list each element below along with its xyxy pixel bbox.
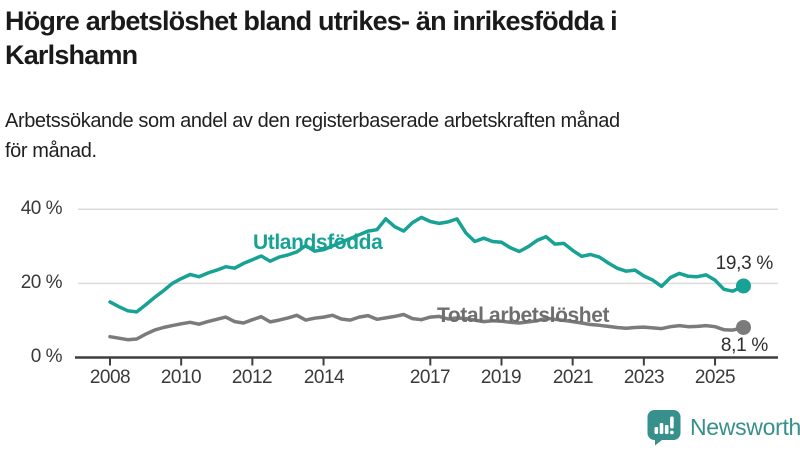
chart-subtitle-line1: Arbetssökande som andel av den registerb… [5, 110, 620, 132]
series-line-utlandsfodda [108, 215, 746, 314]
x-tick-2010: 2010 [160, 367, 202, 388]
end-value-total: 8,1 % [720, 335, 768, 356]
y-tick-0: 0 % [30, 346, 63, 367]
end-dot-total [736, 319, 752, 335]
page-title-line1: Högre arbetslöshet bland utrikes- än inr… [5, 6, 618, 36]
x-tick-2021: 2021 [552, 367, 594, 388]
page-title-line2: Karlshamn [5, 40, 138, 70]
newsworthy-logo-icon [647, 410, 681, 446]
newsworthy-logo: Newsworthy [646, 408, 800, 446]
x-tick-2023: 2023 [623, 367, 665, 388]
x-tick-2025: 2025 [694, 367, 736, 388]
series-line-total [108, 312, 746, 342]
y-tick-40: 40 % [20, 198, 63, 219]
page-title: Högre arbetslöshet bland utrikes- än inr… [5, 4, 618, 72]
x-tick-2014: 2014 [303, 367, 345, 388]
newsworthy-logo-text: Newsworthy [690, 413, 800, 440]
chart-subtitle-line2: för månad. [5, 140, 97, 162]
x-tick-2008: 2008 [89, 367, 131, 388]
end-dot-utlandsfodda [736, 278, 752, 294]
x-tick-2017: 2017 [409, 367, 451, 388]
series-label-total-arbetsloshet: Total arbetslöshet [437, 304, 610, 327]
y-tick-20: 20 % [20, 272, 63, 293]
x-tick-2012: 2012 [231, 367, 273, 388]
series-label-utlandsfodda: Utlandsfödda [253, 231, 383, 254]
chart-subtitle: Arbetssökande som andel av den registerb… [5, 106, 620, 166]
x-tick-2019: 2019 [480, 367, 522, 388]
end-value-utlandsfodda: 19,3 % [715, 253, 774, 274]
